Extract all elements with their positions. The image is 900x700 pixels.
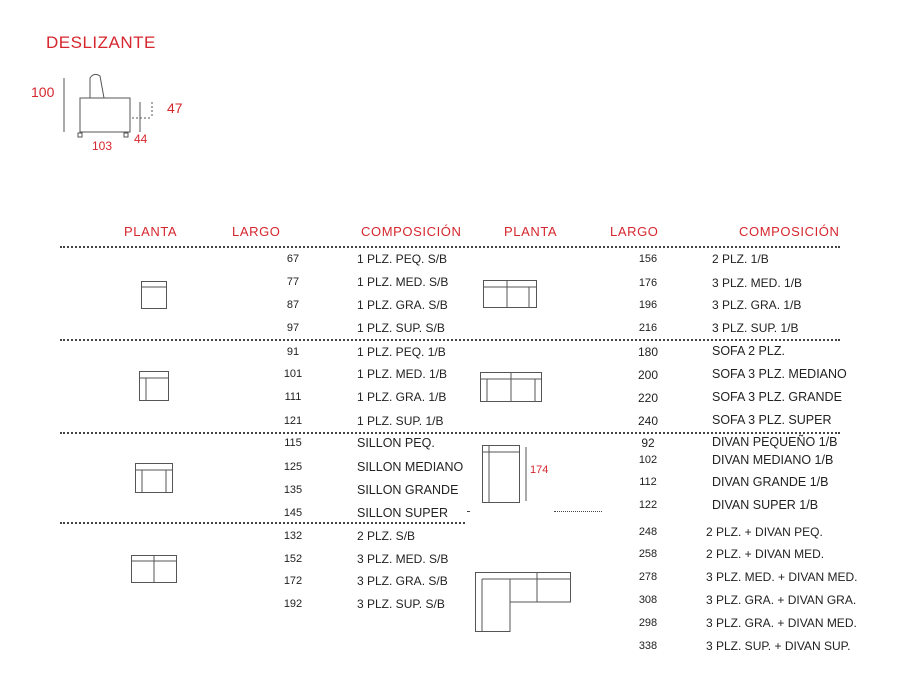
corner-sofa-plan-icon — [475, 572, 571, 632]
composicion-cell: 3 PLZ. GRA. 1/B — [712, 298, 802, 312]
largo-cell: 278 — [638, 571, 658, 583]
largo-cell: 135 — [283, 484, 303, 496]
separator — [554, 511, 602, 512]
composicion-cell: DIVAN PEQUEÑO 1/B — [712, 435, 838, 449]
largo-cell: 125 — [283, 461, 303, 473]
separator — [60, 246, 840, 248]
composicion-cell: DIVAN MEDIANO 1/B — [712, 453, 834, 467]
chaise-longue-plan-icon — [482, 445, 527, 503]
largo-cell: 92 — [641, 436, 655, 450]
composicion-cell: 1 PLZ. PEQ. 1/B — [357, 345, 446, 359]
dim-seat-height: 47 — [167, 100, 183, 116]
composicion-cell: 3 PLZ. MED. S/B — [357, 552, 449, 566]
separator — [60, 339, 840, 341]
largo-cell: 298 — [638, 617, 658, 629]
dim-height-total: 100 — [31, 84, 55, 100]
composicion-cell: 2 PLZ. + DIVAN MED. — [706, 547, 825, 561]
composicion-cell: SILLON SUPER — [357, 506, 449, 520]
composicion-cell: SOFA 3 PLZ. GRANDE — [712, 390, 842, 404]
composicion-cell: DIVAN SUPER 1/B — [712, 498, 819, 512]
largo-cell: 121 — [283, 415, 303, 427]
largo-cell: 111 — [284, 391, 302, 403]
composicion-cell: 2 PLZ. S/B — [357, 529, 416, 543]
separator — [60, 432, 840, 434]
composicion-cell: 3 PLZ. GRA. + DIVAN MED. — [706, 616, 857, 630]
page-title: DESLIZANTE — [46, 33, 156, 52]
armchair-two-arms-plan-icon — [135, 463, 173, 493]
separator — [467, 511, 469, 512]
composicion-cell: 2 PLZ. + DIVAN PEQ. — [706, 525, 823, 539]
composicion-cell: SOFA 2 PLZ. — [712, 344, 785, 358]
header-composicion-right: COMPOSICIÓN — [739, 224, 840, 239]
largo-cell: 338 — [638, 640, 658, 652]
largo-cell: 132 — [283, 530, 303, 542]
largo-cell: 67 — [286, 253, 300, 265]
largo-cell: 200 — [637, 368, 659, 382]
largo-cell: 308 — [638, 594, 658, 606]
largo-cell: 176 — [638, 277, 658, 289]
composicion-cell: 3 PLZ. GRA. S/B — [357, 574, 448, 588]
largo-cell: 220 — [637, 391, 659, 405]
composicion-cell: 1 PLZ. GRA. S/B — [357, 298, 448, 312]
largo-cell: 91 — [286, 346, 300, 358]
two-seat-no-arm-plan-icon — [131, 555, 177, 583]
composicion-cell: 1 PLZ. SUP. 1/B — [357, 414, 444, 428]
composicion-cell: 1 PLZ. GRA. 1/B — [357, 390, 447, 404]
composicion-cell: 2 PLZ. 1/B — [712, 252, 769, 266]
largo-cell: 156 — [638, 253, 658, 265]
composicion-cell: SILLON GRANDE — [357, 483, 459, 497]
largo-cell: 97 — [286, 322, 300, 334]
largo-cell: 145 — [283, 507, 303, 519]
composicion-cell: 1 PLZ. SUP. S/B — [357, 321, 445, 335]
largo-cell: 115 — [284, 437, 302, 449]
sofa-one-arm-plan-icon — [483, 280, 537, 308]
composicion-cell: 3 PLZ. SUP. S/B — [357, 597, 445, 611]
dim-width: 103 — [92, 139, 113, 153]
dim-depth: 44 — [134, 132, 148, 146]
composicion-cell: 3 PLZ. GRA. + DIVAN GRA. — [706, 593, 857, 607]
composicion-cell: SILLON PEQ. — [357, 436, 435, 450]
largo-cell: 77 — [286, 276, 300, 288]
sofa-side-profile-icon — [63, 73, 153, 138]
largo-cell: 192 — [283, 598, 303, 610]
composicion-cell: 3 PLZ. SUP. 1/B — [712, 321, 799, 335]
armchair-one-arm-plan-icon — [139, 371, 169, 401]
largo-cell: 87 — [286, 299, 300, 311]
largo-cell: 101 — [283, 368, 303, 380]
largo-cell: 102 — [638, 454, 658, 466]
header-planta-right: PLANTA — [504, 224, 558, 239]
composicion-cell: 1 PLZ. MED. S/B — [357, 275, 449, 289]
armchair-no-arm-plan-icon — [141, 281, 167, 309]
largo-cell: 196 — [638, 299, 658, 311]
largo-cell: 180 — [637, 345, 659, 359]
composicion-cell: SOFA 3 PLZ. MEDIANO — [712, 367, 847, 381]
largo-cell: 216 — [638, 322, 658, 334]
composicion-cell: 3 PLZ. SUP. + DIVAN SUP. — [706, 639, 851, 653]
largo-cell: 248 — [638, 526, 658, 538]
largo-cell: 112 — [639, 476, 657, 488]
header-composicion-left: COMPOSICIÓN — [361, 224, 462, 239]
composicion-cell: 1 PLZ. PEQ. S/B — [357, 252, 448, 266]
composicion-cell: DIVAN GRANDE 1/B — [712, 475, 829, 489]
header-largo-right: LARGO — [610, 224, 659, 239]
sofa-two-arms-plan-icon — [480, 372, 542, 402]
chaise-depth-label: 174 — [530, 464, 549, 476]
largo-cell: 258 — [638, 548, 658, 560]
separator — [60, 522, 465, 524]
header-largo-left: LARGO — [232, 224, 281, 239]
header-planta-left: PLANTA — [124, 224, 178, 239]
largo-cell: 122 — [638, 499, 658, 511]
composicion-cell: 1 PLZ. MED. 1/B — [357, 367, 448, 381]
largo-cell: 172 — [283, 575, 303, 587]
largo-cell: 152 — [283, 553, 303, 565]
composicion-cell: SOFA 3 PLZ. SUPER — [712, 413, 832, 427]
composicion-cell: SILLON MEDIANO — [357, 460, 464, 474]
composicion-cell: 3 PLZ. MED. + DIVAN MED. — [706, 570, 858, 584]
composicion-cell: 3 PLZ. MED. 1/B — [712, 276, 803, 290]
largo-cell: 240 — [637, 414, 659, 428]
